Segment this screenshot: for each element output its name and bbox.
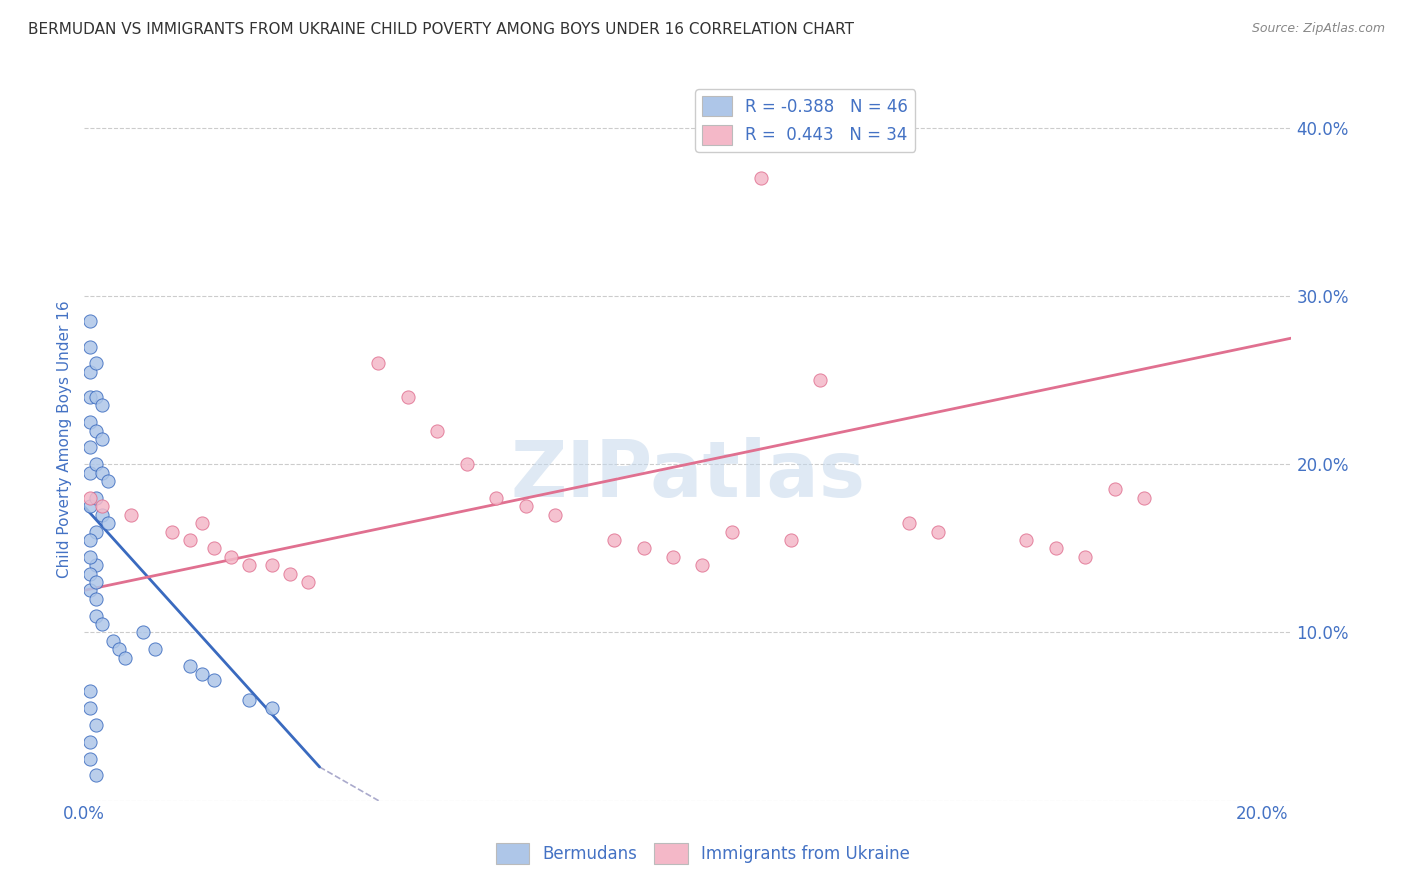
Legend: Bermudans, Immigrants from Ukraine: Bermudans, Immigrants from Ukraine	[489, 837, 917, 871]
Point	[426, 424, 449, 438]
Point	[143, 642, 166, 657]
Point	[84, 491, 107, 505]
Text: ZIPatlas: ZIPatlas	[510, 437, 865, 513]
Point	[120, 508, 142, 522]
Point	[202, 673, 225, 687]
Point	[79, 735, 101, 749]
Point	[84, 524, 107, 539]
Point	[84, 558, 107, 573]
Point	[456, 457, 478, 471]
Point	[191, 667, 214, 681]
Point	[84, 574, 107, 589]
Point	[367, 356, 389, 370]
Point	[79, 701, 101, 715]
Point	[1074, 549, 1097, 564]
Point	[79, 751, 101, 765]
Point	[79, 314, 101, 328]
Point	[79, 566, 101, 581]
Point	[84, 718, 107, 732]
Point	[515, 500, 537, 514]
Point	[1133, 491, 1156, 505]
Point	[897, 516, 920, 530]
Point	[132, 625, 155, 640]
Point	[79, 441, 101, 455]
Point	[79, 365, 101, 379]
Point	[79, 491, 101, 505]
Point	[1104, 483, 1126, 497]
Point	[79, 390, 101, 404]
Point	[603, 533, 626, 547]
Point	[79, 549, 101, 564]
Point	[96, 474, 118, 488]
Point	[114, 650, 136, 665]
Point	[179, 659, 201, 673]
Text: BERMUDAN VS IMMIGRANTS FROM UKRAINE CHILD POVERTY AMONG BOYS UNDER 16 CORRELATIO: BERMUDAN VS IMMIGRANTS FROM UKRAINE CHIL…	[28, 22, 853, 37]
Point	[278, 566, 301, 581]
Point	[79, 339, 101, 353]
Point	[84, 356, 107, 370]
Point	[262, 701, 284, 715]
Point	[79, 684, 101, 698]
Point	[219, 549, 242, 564]
Point	[262, 558, 284, 573]
Point	[79, 500, 101, 514]
Point	[297, 574, 319, 589]
Point	[84, 390, 107, 404]
Point	[96, 516, 118, 530]
Point	[485, 491, 508, 505]
Point	[633, 541, 655, 556]
Point	[162, 524, 184, 539]
Legend: R = -0.388   N = 46, R =  0.443   N = 34: R = -0.388 N = 46, R = 0.443 N = 34	[696, 89, 915, 152]
Point	[90, 500, 112, 514]
Point	[396, 390, 419, 404]
Point	[84, 457, 107, 471]
Point	[84, 608, 107, 623]
Point	[90, 466, 112, 480]
Point	[927, 524, 949, 539]
Point	[90, 398, 112, 412]
Point	[238, 692, 260, 706]
Point	[544, 508, 567, 522]
Point	[84, 768, 107, 782]
Point	[103, 633, 125, 648]
Point	[238, 558, 260, 573]
Point	[84, 591, 107, 606]
Point	[721, 524, 744, 539]
Point	[79, 583, 101, 598]
Point	[179, 533, 201, 547]
Point	[662, 549, 685, 564]
Point	[90, 508, 112, 522]
Point	[84, 424, 107, 438]
Point	[90, 617, 112, 632]
Point	[90, 432, 112, 446]
Point	[779, 533, 801, 547]
Text: Source: ZipAtlas.com: Source: ZipAtlas.com	[1251, 22, 1385, 36]
Point	[1015, 533, 1038, 547]
Point	[79, 466, 101, 480]
Point	[692, 558, 714, 573]
Y-axis label: Child Poverty Among Boys Under 16: Child Poverty Among Boys Under 16	[58, 301, 72, 578]
Point	[79, 533, 101, 547]
Point	[749, 171, 772, 186]
Point	[808, 373, 831, 387]
Point	[191, 516, 214, 530]
Point	[1045, 541, 1067, 556]
Point	[79, 415, 101, 429]
Point	[108, 642, 131, 657]
Point	[202, 541, 225, 556]
